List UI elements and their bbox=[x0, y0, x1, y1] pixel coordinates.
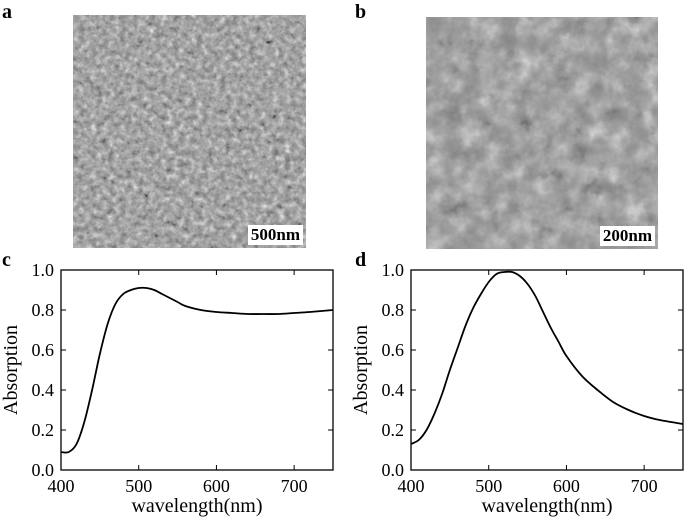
scale-bar-label-a: 500nm bbox=[247, 225, 303, 245]
chart-c-ytick-label: 0.2 bbox=[32, 420, 55, 440]
chart-d-ytick-label: 0.4 bbox=[382, 380, 405, 400]
chart-c-xlabel: wavelength(nm) bbox=[131, 495, 262, 517]
chart-d-ytick-label: 0.2 bbox=[382, 420, 405, 440]
chart-d-ytick-label: 0.8 bbox=[382, 300, 405, 320]
chart-c-ytick-label: 0.4 bbox=[32, 380, 55, 400]
chart-d-ylabel: Absorption bbox=[350, 325, 372, 415]
chart-c-absorption-line bbox=[60, 286, 334, 454]
chart-d-xtick-label: 500 bbox=[475, 476, 502, 496]
panel-label-d: d bbox=[355, 249, 367, 271]
chart-d-ytick-label: 1.0 bbox=[382, 260, 405, 280]
chart-c-xtick-label: 400 bbox=[48, 476, 75, 496]
panel-label-c: c bbox=[2, 249, 11, 271]
chart-d-xtick-label: 600 bbox=[553, 476, 580, 496]
chart-c-ytick-label: 1.0 bbox=[32, 260, 55, 280]
sem-texture-b bbox=[426, 17, 658, 249]
chart-d-ytick-label: 0.0 bbox=[382, 460, 405, 480]
chart-c-frame bbox=[60, 269, 334, 471]
chart-c-xtick-label: 700 bbox=[281, 476, 308, 496]
chart-c-ytick-label: 0.0 bbox=[32, 460, 55, 480]
chart-d-xtick-label: 700 bbox=[631, 476, 658, 496]
chart-d-xlabel: wavelength(nm) bbox=[481, 495, 612, 517]
chart-d-frame bbox=[410, 269, 684, 471]
chart-d-absorption-line bbox=[410, 270, 684, 445]
sem-image-b: 200nm bbox=[426, 17, 658, 249]
chart-c-ytick-label: 0.6 bbox=[32, 340, 55, 360]
scale-bar-label-b: 200nm bbox=[599, 226, 655, 246]
chart-d-ytick-label: 0.6 bbox=[382, 340, 405, 360]
chart-d-xtick-label: 400 bbox=[398, 476, 425, 496]
chart-c-ylabel: Absorption bbox=[0, 325, 22, 415]
chart-c-xtick-label: 500 bbox=[125, 476, 152, 496]
sem-texture-a bbox=[73, 15, 306, 248]
chart-c-ytick-label: 0.8 bbox=[32, 300, 55, 320]
chart-c-xtick-label: 600 bbox=[203, 476, 230, 496]
panel-label-b: b bbox=[355, 1, 367, 23]
panel-label-a: a bbox=[2, 1, 12, 23]
sem-image-a: 500nm bbox=[73, 15, 306, 248]
